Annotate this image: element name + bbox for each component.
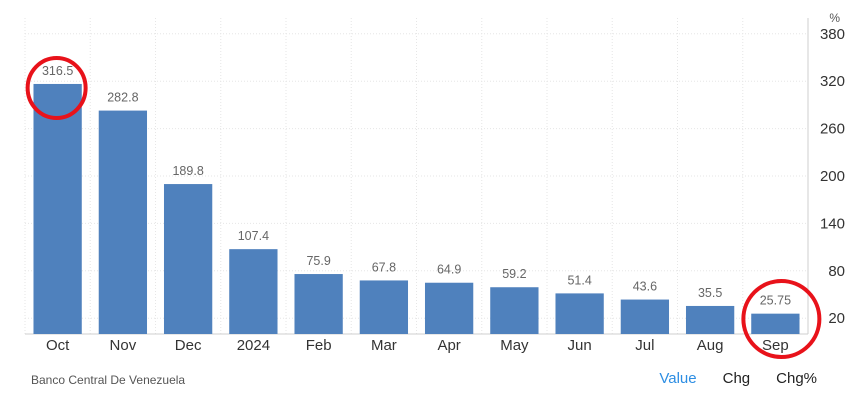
y-tick-label: 140 — [820, 215, 845, 232]
data-label-jun: 51.4 — [567, 273, 591, 287]
bar-jun — [555, 293, 604, 334]
data-label-nov: 282.8 — [107, 91, 138, 105]
highlight-circle-oct — [25, 56, 88, 120]
data-label-oct: 316.5 — [42, 64, 73, 78]
y-tick-label: 80 — [828, 263, 845, 280]
data-label-apr: 64.9 — [437, 263, 461, 277]
bar-sep — [751, 313, 800, 334]
bar-2024 — [229, 249, 278, 334]
bar-dec — [163, 184, 213, 334]
bar-apr — [424, 282, 474, 334]
bar-jul — [620, 299, 670, 334]
bar-oct — [33, 83, 82, 334]
category-label-feb: Feb — [306, 337, 332, 354]
bar-aug — [685, 305, 735, 334]
category-label-jul: Jul — [635, 337, 654, 354]
chart-footer: Banco Central De Venezuela Value Chg Chg… — [0, 370, 852, 394]
bar-may — [490, 287, 539, 334]
source-label: Banco Central De Venezuela — [31, 373, 186, 387]
category-label-sep: Sep — [762, 337, 789, 354]
category-label-apr: Apr — [437, 337, 460, 354]
y-tick-label: 260 — [820, 121, 845, 138]
bar-feb — [294, 274, 343, 334]
category-label-mar: Mar — [371, 337, 397, 354]
highlight-circle-sep — [741, 279, 822, 359]
data-label-feb: 75.9 — [306, 254, 330, 268]
category-label-nov: Nov — [110, 337, 137, 354]
y-unit-label: % — [829, 11, 840, 25]
view-tabs: Value Chg Chg% — [633, 370, 817, 387]
category-label-jun: Jun — [568, 337, 592, 354]
data-label-aug: 35.5 — [698, 286, 722, 300]
data-label-may: 59.2 — [502, 267, 526, 281]
bar-nov — [98, 110, 148, 334]
data-label-sep: 25.75 — [760, 294, 791, 308]
category-label-2024: 2024 — [237, 337, 270, 354]
category-label-may: May — [500, 337, 529, 354]
bar-chart: 20 80 140 200 260 320 380% 316.5 Oct 282.8 Nov 189.… — [24, 11, 845, 359]
y-tick-label: 20 — [828, 310, 845, 327]
data-label-jul: 43.6 — [633, 280, 657, 294]
data-label-mar: 67.8 — [372, 260, 396, 274]
bars-layer — [33, 83, 800, 334]
tab-value[interactable]: Value — [659, 370, 697, 387]
data-label-2024: 107.4 — [238, 229, 269, 243]
data-label-dec: 189.8 — [172, 164, 203, 178]
y-tick-label: 200 — [820, 168, 845, 185]
tab-chg-percent[interactable]: Chg% — [776, 370, 817, 387]
y-tick-label: 320 — [820, 73, 845, 90]
labels-layer: 20 80 140 200 260 320 380% 316.5 Oct 282.8 Nov 189.… — [42, 11, 845, 354]
grid-layer — [24, 18, 809, 335]
category-label-aug: Aug — [697, 337, 724, 354]
tab-chg[interactable]: Chg — [722, 370, 751, 387]
category-label-oct: Oct — [46, 337, 70, 354]
bar-mar — [359, 280, 409, 334]
category-label-dec: Dec — [175, 337, 202, 354]
y-tick-label: 380 — [820, 26, 845, 43]
highlight-layer — [25, 56, 822, 359]
